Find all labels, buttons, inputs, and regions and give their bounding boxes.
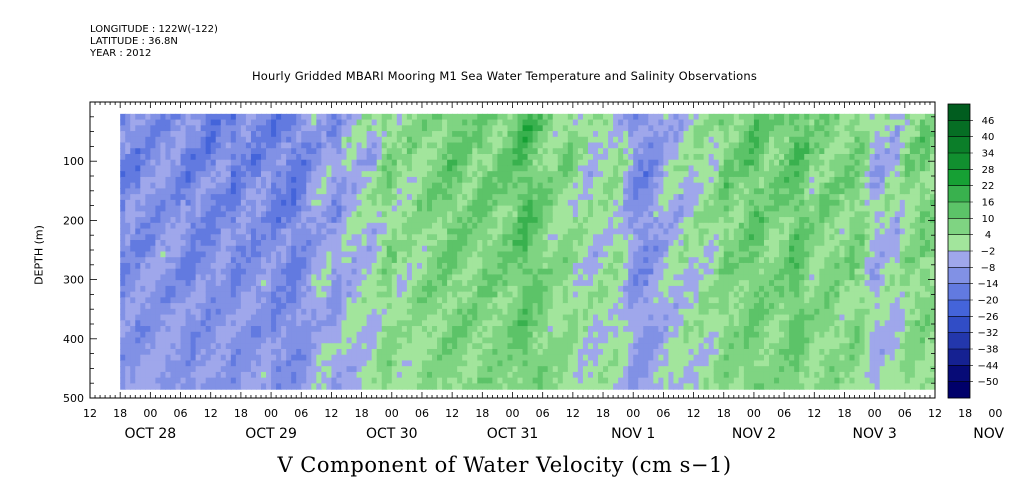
x-tick-label: 12 [324, 407, 338, 420]
colorbar-segment [948, 251, 970, 268]
colorbar-label: −26 [977, 312, 998, 323]
colorbar-label: 10 [982, 214, 995, 225]
colorbar-label: −50 [977, 377, 998, 388]
x-day-label: OCT 30 [366, 426, 418, 442]
colorbar-segment [948, 202, 970, 219]
year-label: YEAR : 2012 [90, 48, 152, 59]
x-tick-label: 18 [113, 407, 127, 420]
colorbar-segment [948, 153, 970, 170]
x-tick-label: 06 [174, 407, 188, 420]
x-tick-label: 06 [294, 407, 308, 420]
heatmap-cells [120, 113, 936, 390]
colorbar-label: −44 [977, 361, 998, 372]
colorbar-segment [948, 234, 970, 252]
colorbar-segment [948, 218, 970, 235]
x-tick-label: 12 [687, 407, 701, 420]
colorbar-segment [948, 136, 970, 154]
y-tick-label: 200 [63, 214, 84, 227]
colorbar-label: 40 [982, 132, 995, 143]
y-tick-label: 300 [63, 274, 84, 287]
colorbar-segment [948, 104, 970, 121]
colorbar-segment [948, 332, 970, 350]
x-tick-label: 00 [988, 407, 1002, 420]
x-tick-label: 06 [415, 407, 429, 420]
colorbar-segment [948, 120, 970, 137]
x-day-label: NOV 2 [732, 426, 776, 442]
x-tick-label: 06 [898, 407, 912, 420]
x-tick-label: 12 [445, 407, 459, 420]
colorbar-label: −2 [981, 247, 996, 258]
x-tick-label: 12 [83, 407, 97, 420]
colorbar-label: −14 [977, 279, 998, 290]
x-day-label: NOV 4 [973, 426, 1009, 442]
y-tick-label: 100 [63, 155, 84, 168]
colorbar-label: −8 [981, 263, 996, 274]
colorbar-segment [948, 365, 970, 382]
x-tick-label: 18 [717, 407, 731, 420]
x-tick-label: 12 [807, 407, 821, 420]
colorbar-segment [948, 381, 970, 399]
x-tick-label: 00 [747, 407, 761, 420]
colorbar-segment [948, 267, 970, 284]
x-tick-label: 18 [596, 407, 610, 420]
x-tick-label: 18 [234, 407, 248, 420]
colorbar-label: −20 [977, 296, 998, 307]
colorbar-label: 16 [982, 198, 995, 209]
x-tick-label: 18 [958, 407, 972, 420]
colorbar-label: 46 [982, 116, 995, 127]
x-tick-label: 06 [777, 407, 791, 420]
x-day-label: OCT 31 [487, 426, 539, 442]
x-tick-label: 00 [626, 407, 640, 420]
colorbar-segment [948, 300, 970, 317]
colorbar-segment [948, 349, 970, 366]
x-day-label: OCT 29 [245, 426, 297, 442]
latitude-label: LATITUDE : 36.8N [90, 36, 178, 47]
x-tick-label: 18 [475, 407, 489, 420]
x-day-label: NOV 3 [853, 426, 897, 442]
colorbar-segment [948, 283, 970, 301]
x-axis-label: V Component of Water Velocity (cm s−1) [277, 453, 732, 477]
longitude-label: LONGITUDE : 122W(-122) [90, 24, 218, 35]
x-tick-label: 12 [566, 407, 580, 420]
x-tick-label: 00 [264, 407, 278, 420]
colorbar-label: 34 [982, 149, 995, 160]
x-tick-label: 00 [506, 407, 520, 420]
colorbar-label: −32 [977, 328, 998, 339]
chart-title: Hourly Gridded MBARI Mooring M1 Sea Wate… [251, 69, 758, 83]
x-tick-label: 00 [868, 407, 882, 420]
x-tick-label: 12 [204, 407, 218, 420]
x-tick-label: 06 [656, 407, 670, 420]
colorbar-segment [948, 169, 970, 186]
y-tick-label: 500 [63, 392, 84, 405]
y-tick-label: 400 [63, 333, 84, 346]
x-tick-label: 00 [143, 407, 157, 420]
x-tick-label: 18 [355, 407, 369, 420]
x-tick-label: 00 [385, 407, 399, 420]
x-day-label: OCT 28 [125, 426, 177, 442]
x-tick-label: 12 [928, 407, 942, 420]
colorbar-segment [948, 185, 970, 203]
x-tick-label: 18 [837, 407, 851, 420]
x-tick-label: 06 [536, 407, 550, 420]
colorbar-label: 22 [982, 181, 995, 192]
x-day-label: NOV 1 [611, 426, 655, 442]
colorbar-segment [948, 316, 970, 333]
colorbar-label: 28 [982, 165, 995, 176]
colorbar-label: −38 [977, 345, 998, 356]
colorbar-label: 4 [985, 230, 991, 241]
